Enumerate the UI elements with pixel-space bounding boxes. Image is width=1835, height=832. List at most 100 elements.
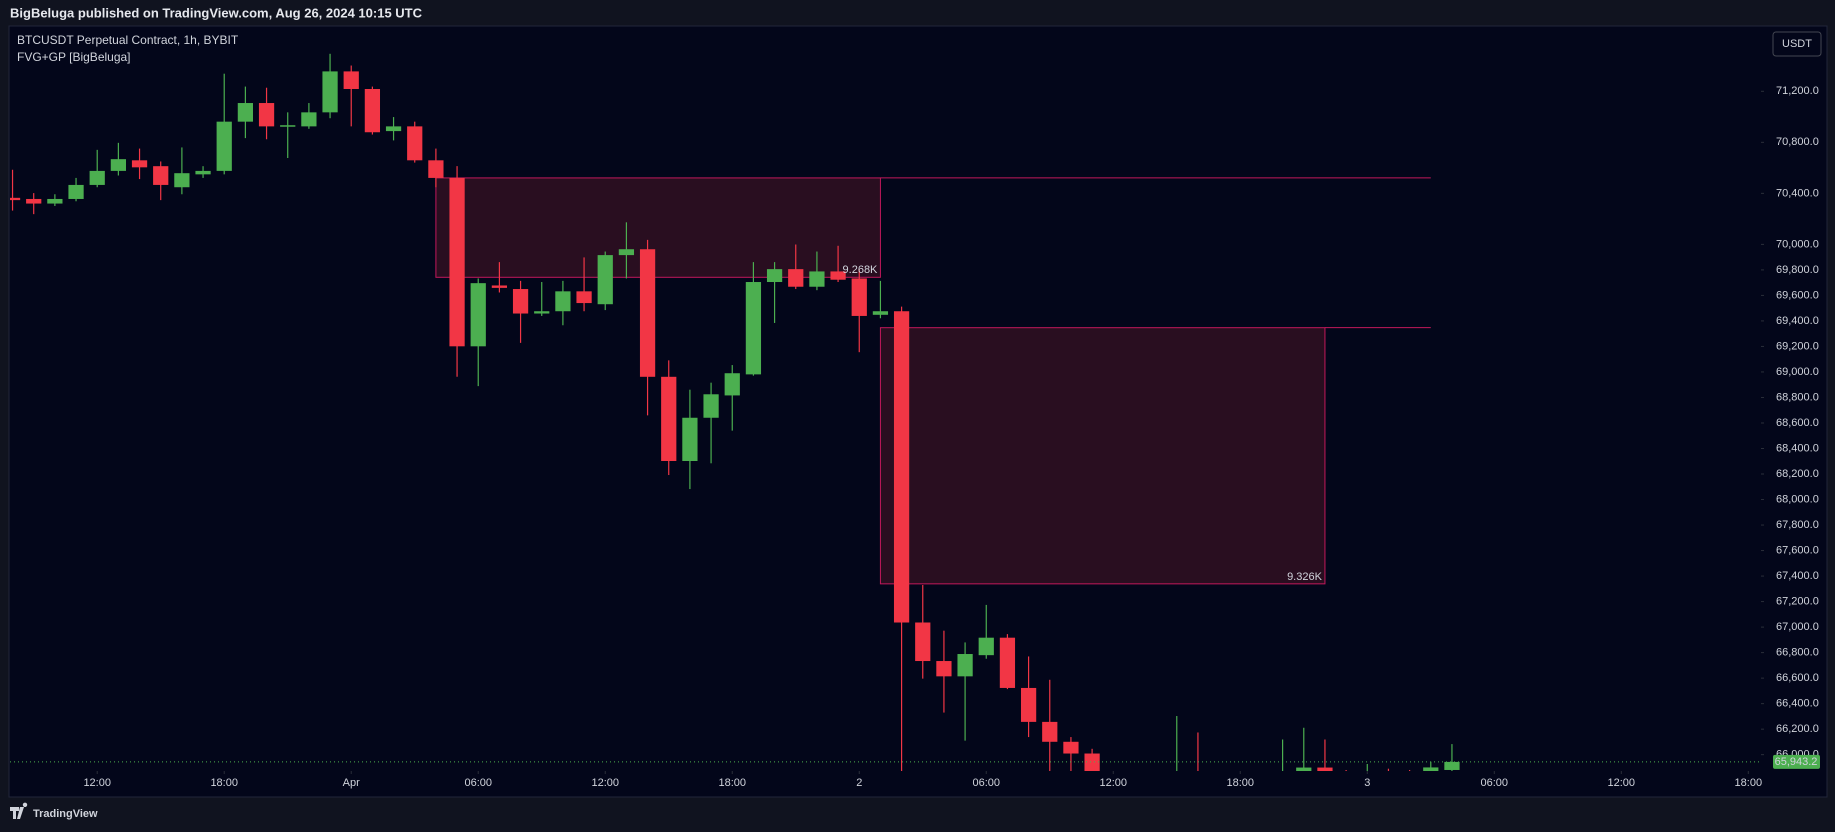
y-tick-label: 67,000.0: [1776, 621, 1819, 633]
candle-body: [237, 103, 254, 122]
candle-body: [449, 177, 465, 347]
y-tick-label: 68,000.0: [1776, 493, 1819, 505]
candle-body: [343, 71, 359, 89]
x-tick-label: 06:00: [1481, 777, 1509, 789]
candle-body: [1063, 741, 1079, 754]
y-tick-label: 67,200.0: [1776, 595, 1819, 607]
candle-body: [703, 394, 719, 418]
candle-body: [682, 417, 698, 461]
y-tick-label: 68,200.0: [1776, 468, 1819, 480]
candle-body: [745, 282, 762, 375]
candle-body: [936, 661, 952, 677]
candle-body: [512, 289, 529, 314]
candle-body: [10, 197, 21, 201]
candle-body: [89, 170, 105, 185]
fvg-zone: [879, 327, 1326, 585]
candle-body: [280, 125, 296, 127]
x-tick-label: 12:00: [1608, 777, 1636, 789]
y-tick-label: 66,600.0: [1776, 672, 1819, 684]
candle-body: [195, 170, 211, 175]
last-price-badge: [1773, 754, 1820, 769]
footer-logo: [10, 802, 28, 819]
candle-body: [576, 291, 592, 304]
y-tick-label: 69,600.0: [1776, 289, 1819, 301]
candle-body: [407, 126, 423, 161]
zone-volume-label: 9.268K: [843, 264, 879, 276]
zone-volume-label: 9.326K: [1287, 571, 1323, 583]
x-tick-label: 12:00: [83, 777, 111, 789]
candle-body: [830, 271, 846, 280]
candle-body: [322, 71, 338, 113]
y-tick-label: 67,800.0: [1776, 519, 1819, 531]
logo-icon: [10, 802, 28, 819]
x-tick-label: 18:00: [718, 777, 746, 789]
plot-area: [10, 53, 1460, 771]
footer-brand: TradingView: [33, 808, 98, 820]
currency-label[interactable]: USDT: [1782, 38, 1812, 50]
x-tick-label: 12:00: [591, 777, 619, 789]
candle-body: [1296, 767, 1312, 771]
x-tick-label: 18:00: [210, 777, 238, 789]
x-tick-label: 18:00: [1227, 777, 1255, 789]
candle-body: [1020, 687, 1037, 722]
candle-body: [216, 121, 232, 171]
y-tick-label: 66,200.0: [1776, 723, 1819, 735]
y-tick-label: 70,800.0: [1776, 136, 1819, 148]
candle-body: [1317, 767, 1333, 771]
candle-body: [978, 637, 994, 656]
candle-body: [47, 198, 63, 204]
fvg-zone: [435, 177, 881, 278]
candle-body: [618, 249, 635, 256]
candle-body: [258, 103, 275, 127]
candle-body: [639, 249, 656, 377]
candle-body: [597, 255, 613, 305]
y-tick-label: 70,000.0: [1776, 238, 1819, 250]
candle-body: [915, 622, 931, 662]
y-tick-label: 66,400.0: [1776, 698, 1819, 710]
currency-button[interactable]: [1772, 31, 1822, 57]
candle-body: [957, 654, 973, 677]
symbol-title: BTCUSDT Perpetual Contract, 1h, BYBIT: [17, 33, 239, 47]
candle-body: [766, 269, 783, 283]
x-tick-label: 18:00: [1735, 777, 1763, 789]
y-tick-label: 68,800.0: [1776, 391, 1819, 403]
indicator-title: FVG+GP [BigBeluga]: [17, 50, 131, 64]
candle-body: [872, 311, 889, 315]
candle-body: [110, 159, 126, 171]
candle-body: [661, 376, 677, 461]
candle-body: [999, 637, 1016, 688]
candle-body: [851, 278, 867, 316]
y-tick-label: 69,000.0: [1776, 366, 1819, 378]
y-tick-label: 69,800.0: [1776, 264, 1819, 276]
y-tick-label: 69,200.0: [1776, 340, 1819, 352]
candle-body: [68, 184, 84, 199]
y-tick-label: 68,600.0: [1776, 417, 1819, 429]
x-tick-label: Apr: [343, 777, 360, 789]
candle-body: [1423, 767, 1439, 771]
candle-body: [301, 112, 317, 127]
x-tick-label: 06:00: [972, 777, 1000, 789]
candle-body: [364, 89, 381, 133]
candle-body: [131, 160, 148, 168]
x-tick-label: 12:00: [1099, 777, 1127, 789]
candle-body: [534, 311, 550, 314]
y-tick-label: 67,600.0: [1776, 544, 1819, 556]
candle-body: [491, 285, 508, 288]
x-tick-label: 2: [856, 777, 862, 789]
candle-body: [174, 173, 190, 188]
candle-body: [385, 126, 402, 132]
chart-frame: [8, 25, 1828, 798]
publish-header: BigBeluga published on TradingView.com, …: [10, 5, 423, 20]
y-tick-label: 69,400.0: [1776, 315, 1819, 327]
y-tick-label: 71,200.0: [1776, 85, 1819, 97]
candle-body: [1084, 753, 1100, 771]
candle-body: [809, 271, 825, 287]
candle-body: [724, 373, 740, 396]
candle-body: [1444, 761, 1460, 770]
candle-body: [1042, 721, 1058, 742]
last-price-label: 65,943.2: [1775, 756, 1818, 768]
candle-body: [893, 311, 910, 623]
y-tick-label: 70,400.0: [1776, 187, 1819, 199]
